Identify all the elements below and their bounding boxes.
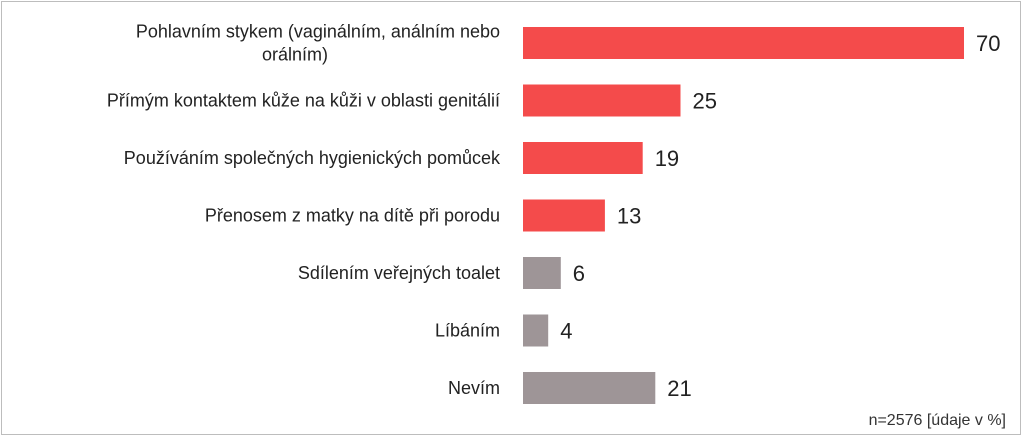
category-label-2: Používáním společných hygienických pomůc… (124, 148, 501, 168)
category-label-5-line-0: Líbáním (435, 321, 500, 341)
bar-0 (523, 27, 964, 59)
category-label-0: Pohlavním stykem (vaginálním, análním ne… (136, 22, 500, 65)
category-label-6: Nevím (448, 378, 500, 398)
value-label-5: 4 (560, 319, 572, 344)
bar-6 (523, 372, 656, 404)
value-label-2: 19 (655, 146, 679, 171)
category-label-1: Přímým kontaktem kůže na kůži v oblasti … (107, 91, 500, 111)
bar-1 (523, 84, 681, 117)
category-label-3: Přenosem z matky na dítě při porodu (205, 206, 500, 226)
category-label-6-line-0: Nevím (448, 378, 500, 398)
category-label-4: Sdílením veřejných toalet (298, 263, 500, 283)
bar-2 (523, 142, 643, 174)
value-label-4: 6 (573, 261, 585, 286)
category-label-0-line-1: orálním) (262, 45, 328, 65)
category-label-3-line-0: Přenosem z matky na dítě při porodu (205, 206, 500, 226)
value-label-3: 13 (617, 204, 641, 229)
bar-3 (523, 199, 605, 232)
value-label-0: 70 (976, 31, 1000, 56)
category-label-1-line-0: Přímým kontaktem kůže na kůži v oblasti … (107, 91, 500, 111)
category-label-4-line-0: Sdílením veřejných toalet (298, 263, 500, 283)
category-label-5: Líbáním (435, 321, 500, 341)
value-label-1: 25 (693, 89, 717, 114)
sample-size-note: n=2576 [údaje v %] (868, 412, 1006, 429)
category-label-0-line-0: Pohlavním stykem (vaginálním, análním ne… (136, 22, 500, 42)
category-label-2-line-0: Používáním společných hygienických pomůc… (124, 148, 501, 168)
bar-4 (523, 257, 561, 289)
bar-5 (523, 314, 549, 347)
value-label-6: 21 (667, 376, 691, 401)
